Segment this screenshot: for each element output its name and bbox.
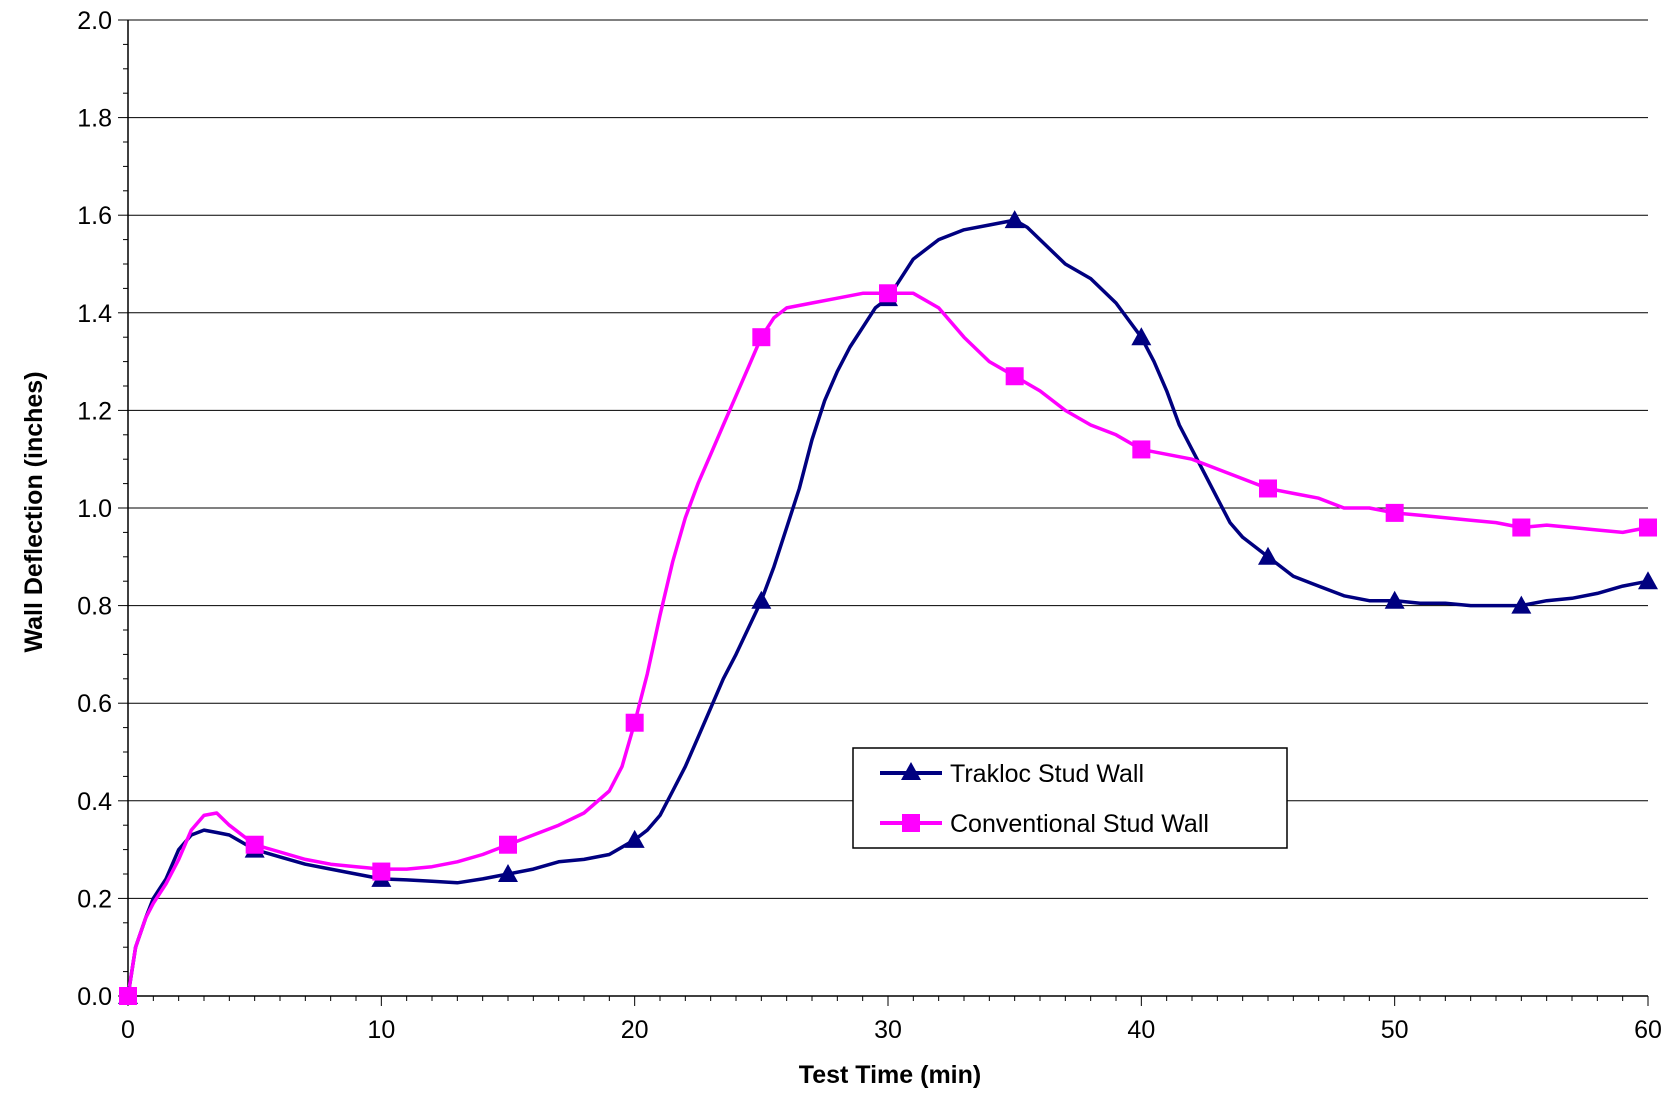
legend-label-trakloc: Trakloc Stud Wall: [950, 760, 1144, 788]
y-tick-label: 0.4: [77, 788, 112, 816]
series-line-conventional-stud-wall: [126, 291, 1649, 997]
legend: Trakloc Stud Wall Conventional Stud Wall: [852, 747, 1288, 849]
y-tick-label: 1.8: [77, 105, 112, 133]
x-tick-label: 40: [1127, 1016, 1155, 1044]
marker-conventional-stud-wall: [119, 987, 137, 1005]
legend-marker-conventional: [902, 814, 920, 832]
marker-conventional-stud-wall: [1132, 440, 1151, 459]
y-tick-label: 0.2: [77, 885, 112, 913]
marker-conventional-stud-wall: [1385, 503, 1404, 522]
marker-conventional-stud-wall: [879, 284, 897, 303]
marker-trakloc-stud-wall: [1258, 546, 1278, 565]
y-tick-label: 0.6: [77, 690, 112, 718]
marker-conventional-stud-wall: [499, 835, 517, 854]
marker-trakloc-stud-wall: [1511, 595, 1532, 614]
gridlines: [128, 19, 1648, 899]
marker-conventional-stud-wall: [625, 713, 644, 732]
marker-trakloc-stud-wall: [1638, 571, 1658, 590]
marker-conventional-stud-wall: [1639, 518, 1657, 537]
y-tick-label: 2.0: [77, 7, 112, 35]
x-axis: 0 10 20 30 40 50 60: [121, 995, 1662, 1044]
y-tick-label: 1.6: [77, 202, 112, 230]
marker-trakloc-stud-wall: [751, 590, 772, 609]
marker-trakloc-stud-wall: [1384, 590, 1405, 609]
x-tick-label: 0: [121, 1016, 135, 1044]
x-tick-label: 10: [367, 1016, 395, 1044]
x-tick-label: 50: [1381, 1016, 1409, 1044]
series-group: [118, 210, 1658, 1005]
y-tick-label: 0.0: [77, 983, 112, 1011]
y-axis: 0.0 0.2 0.4 0.6 0.8 1.0 1.2 1.4 1.6 1.8 2.0: [77, 7, 129, 1011]
y-axis-title: Wall Deflection (inches): [20, 371, 48, 652]
marker-conventional-stud-wall: [1512, 518, 1531, 537]
marker-conventional-stud-wall: [1259, 479, 1277, 498]
marker-trakloc-stud-wall: [498, 864, 518, 882]
marker-trakloc-stud-wall: [1004, 210, 1025, 229]
y-tick-label: 1.2: [77, 397, 112, 425]
marker-trakloc-stud-wall: [624, 829, 645, 848]
marker-conventional-stud-wall: [1005, 367, 1024, 386]
marker-conventional-stud-wall: [752, 328, 771, 347]
y-tick-label: 0.8: [77, 593, 112, 621]
x-tick-label: 20: [621, 1016, 649, 1044]
legend-box: [852, 747, 1288, 849]
legend-marker-trakloc: [901, 762, 921, 780]
marker-conventional-stud-wall: [372, 862, 391, 881]
y-tick-label: 1.0: [77, 495, 112, 523]
x-tick-label: 60: [1634, 1016, 1662, 1044]
x-tick-label: 30: [874, 1016, 902, 1044]
legend-label-conventional: Conventional Stud Wall: [950, 810, 1209, 838]
y-tick-label: 1.4: [77, 300, 112, 328]
x-axis-title: Test Time (min): [799, 1061, 981, 1089]
marker-trakloc-stud-wall: [1131, 327, 1152, 346]
series-line-trakloc-stud-wall: [126, 218, 1649, 997]
marker-conventional-stud-wall: [245, 835, 264, 854]
